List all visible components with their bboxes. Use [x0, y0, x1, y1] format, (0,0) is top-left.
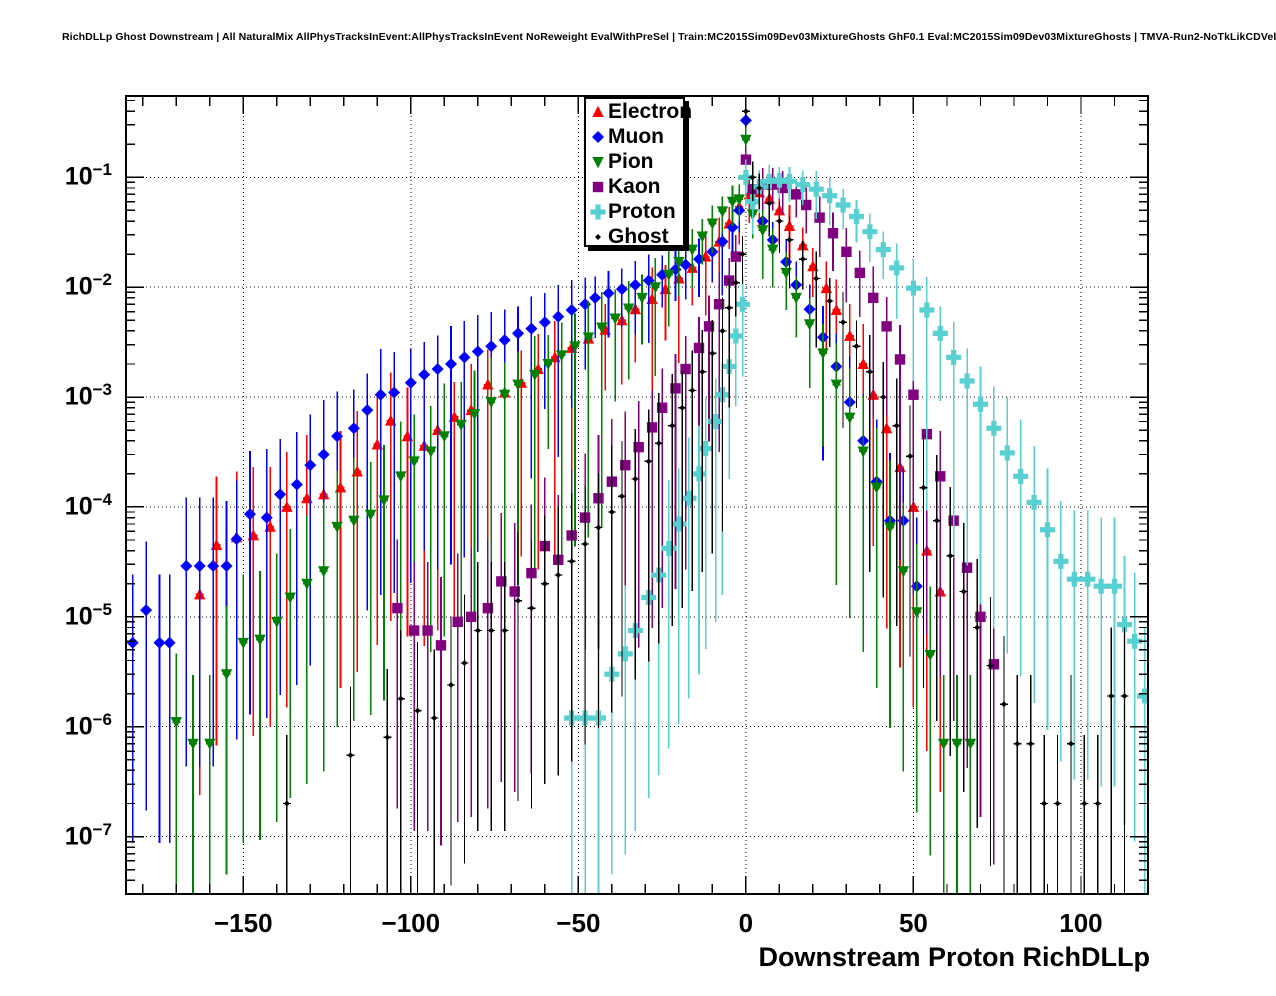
series-kaon	[392, 146, 1000, 865]
legend-label: Electron	[608, 100, 693, 123]
x-tick-label: 50	[898, 908, 928, 938]
legend: Electron Muon Pion Kaon Proton Ghost	[584, 97, 692, 249]
kaon-marker-icon	[589, 178, 607, 196]
legend-item-pion[interactable]: Pion	[586, 149, 683, 174]
axes-frame	[125, 95, 1149, 895]
plot-title: RichDLLp Ghost Downstream | All NaturalM…	[62, 31, 1276, 43]
y-tick-label: 10−7	[64, 819, 112, 850]
x-axis-title: Downstream Proton RichDLLp	[758, 942, 1150, 972]
series-proton	[564, 159, 1148, 894]
legend-label: Ghost	[608, 225, 669, 248]
legend-item-ghost[interactable]: Ghost	[586, 224, 683, 249]
legend-label: Kaon	[608, 175, 661, 198]
ghost-marker-icon	[589, 228, 607, 246]
y-tick-label: 10−4	[64, 489, 112, 521]
legend-item-muon[interactable]: Muon	[586, 124, 683, 149]
data-series-group	[126, 99, 1148, 894]
y-tick-label: 10−5	[64, 599, 112, 631]
x-tick-label: 100	[1059, 908, 1103, 938]
pion-marker-icon	[589, 153, 607, 171]
x-tick-label: −100	[381, 908, 441, 938]
y-tick-label: 10−6	[64, 709, 112, 740]
legend-label: Muon	[608, 125, 664, 148]
muon-marker-icon	[589, 128, 607, 146]
x-tick-label: 0	[738, 908, 754, 938]
x-tick-label: −50	[556, 908, 601, 938]
series-ghost	[282, 99, 1129, 894]
legend-label: Pion	[608, 150, 654, 173]
legend-item-kaon[interactable]: Kaon	[586, 174, 683, 199]
y-tick-label: 10−1	[64, 160, 112, 191]
x-tick-label: −150	[213, 908, 273, 938]
legend-item-proton[interactable]: Proton	[586, 199, 683, 224]
y-tick-label: 10−2	[64, 270, 112, 301]
y-tick-label: 10−3	[64, 380, 112, 411]
proton-marker-icon	[589, 203, 607, 221]
legend-item-electron[interactable]: Electron	[586, 99, 692, 124]
electron-marker-icon	[589, 103, 607, 121]
legend-label: Proton	[608, 200, 676, 223]
series-muon	[126, 107, 923, 844]
